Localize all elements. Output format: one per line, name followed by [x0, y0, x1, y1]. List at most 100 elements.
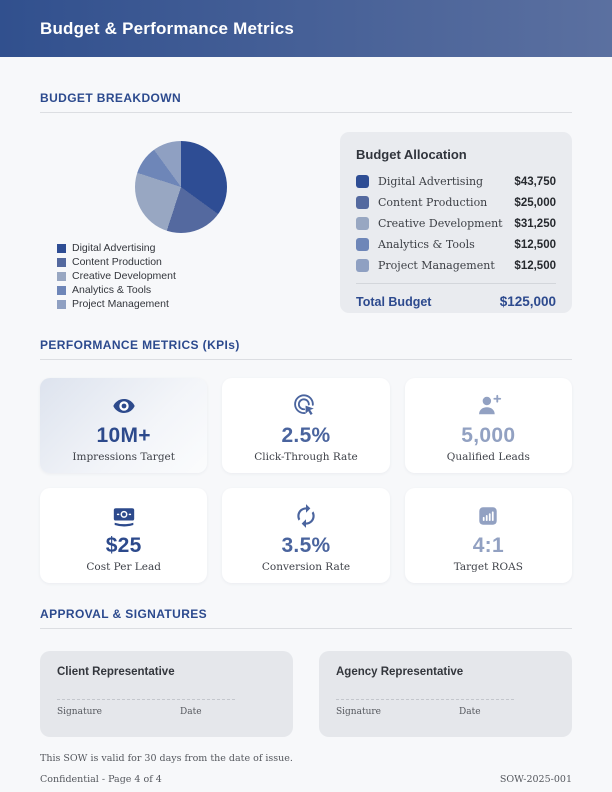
legend-label: Digital Advertising [72, 242, 156, 254]
kpi-value: 5,000 [461, 423, 516, 447]
kpi-label: Click-Through Rate [254, 450, 358, 463]
date-label: Date [459, 707, 481, 717]
approval-section-title: APPROVAL & SIGNATURES [40, 607, 208, 621]
kpi-label: Impressions Target [72, 450, 175, 463]
legend-label: Creative Development [72, 270, 176, 282]
budget-grid: Digital Advertising Content Production C… [40, 132, 572, 313]
allocation-total-row: Total Budget $125,000 [356, 294, 556, 309]
allocation-row: Creative Development $31,250 [356, 217, 556, 230]
pie-legend: Digital Advertising Content Production C… [40, 241, 340, 311]
legend-item: Digital Advertising [57, 241, 340, 255]
kpi-card: 3.5% Conversion Rate [222, 488, 390, 583]
legend-label: Analytics & Tools [72, 284, 152, 296]
bar-chart-icon [477, 503, 499, 530]
kpi-label: Conversion Rate [261, 560, 351, 573]
kpi-card: 2.5% Click-Through Rate [222, 378, 390, 473]
allocation-item-label: Digital Advertising [378, 175, 484, 188]
validity-note: This SOW is valid for 30 days from the d… [40, 753, 293, 764]
legend-item: Project Management [57, 297, 340, 311]
legend-item: Content Production [57, 255, 340, 269]
allocation-swatch [356, 175, 369, 188]
signature-label: Signature [57, 707, 103, 717]
budget-section-title: BUDGET BREAKDOWN [40, 91, 182, 105]
budget-pie-chart [135, 141, 227, 233]
legend-swatch [57, 243, 66, 253]
signature-card: Agency Representative Signature Date [319, 651, 572, 737]
total-budget-label: Total Budget [356, 294, 432, 309]
page-content: BUDGET BREAKDOWN Digital Advertising Con… [0, 91, 612, 737]
allocation-row: Analytics & Tools $12,500 [356, 238, 556, 251]
allocation-item-label: Content Production [378, 196, 488, 209]
budget-allocation-panel: Budget Allocation Digital Advertising $4… [340, 132, 572, 313]
legend-label: Project Management [72, 298, 169, 310]
legend-swatch [57, 299, 66, 309]
kpi-card: 4:1 Target ROAS [404, 488, 572, 583]
legend-swatch [57, 257, 66, 267]
signature-line [336, 699, 514, 700]
confidential-page-label: Confidential - Page 4 of 4 [40, 774, 162, 785]
kpi-label: Cost Per Lead [86, 560, 161, 573]
allocation-swatch [356, 196, 369, 209]
kpi-value: 10M+ [96, 423, 151, 447]
footer-row: Confidential - Page 4 of 4 SOW-2025-001 [40, 774, 572, 785]
allocation-swatch [356, 238, 369, 251]
allocation-item-label: Creative Development [378, 217, 503, 230]
allocation-item-label: Analytics & Tools [378, 238, 475, 251]
allocation-swatch [356, 217, 369, 230]
signature-labels: Signature Date [336, 707, 555, 717]
signature-card-title: Agency Representative [336, 666, 464, 678]
allocation-item-amount: $12,500 [514, 238, 556, 251]
signature-label: Signature [336, 707, 382, 717]
allocation-item-label: Project Management [378, 259, 495, 272]
kpi-label: Target ROAS [453, 560, 523, 573]
legend-swatch [57, 271, 66, 281]
legend-label: Content Production [72, 256, 162, 268]
allocation-item-amount: $25,000 [514, 196, 556, 209]
kpi-card: 5,000 Qualified Leads [404, 378, 572, 473]
allocation-swatch [356, 259, 369, 272]
metrics-section-title: PERFORMANCE METRICS (KPIs) [40, 338, 240, 352]
signature-line [57, 699, 235, 700]
kpi-value: $25 [105, 533, 142, 557]
signature-card: Client Representative Signature Date [40, 651, 293, 737]
allocation-item-amount: $31,250 [514, 217, 556, 230]
allocation-item-amount: $12,500 [514, 259, 556, 272]
kpi-value: 3.5% [281, 533, 331, 557]
pie-column: Digital Advertising Content Production C… [40, 132, 340, 313]
legend-item: Analytics & Tools [57, 283, 340, 297]
performance-metrics-section: PERFORMANCE METRICS (KPIs) 10M+ Impressi… [40, 338, 572, 583]
document-id: SOW-2025-001 [499, 774, 572, 785]
sync-icon [293, 503, 319, 530]
click-icon [293, 393, 319, 420]
allocation-panel-title: Budget Allocation [356, 147, 467, 162]
total-budget-amount: $125,000 [499, 294, 556, 309]
kpi-card: 10M+ Impressions Target [40, 378, 208, 473]
section-divider [40, 359, 572, 360]
allocation-row: Digital Advertising $43,750 [356, 175, 556, 188]
eye-icon [109, 393, 139, 420]
kpi-value: 4:1 [472, 533, 504, 557]
person-add-icon [475, 393, 502, 420]
page-header: Budget & Performance Metrics [0, 0, 612, 57]
signature-card-title: Client Representative [57, 666, 175, 678]
legend-item: Creative Development [57, 269, 340, 283]
approval-signatures-section: APPROVAL & SIGNATURES Client Representat… [40, 607, 572, 737]
legend-swatch [57, 285, 66, 295]
page-footer: This SOW is valid for 30 days from the d… [0, 737, 612, 785]
kpi-grid: 10M+ Impressions Target 2.5% Click-Throu… [40, 378, 572, 583]
kpi-value: 2.5% [281, 423, 331, 447]
signature-grid: Client Representative Signature Date Age… [40, 651, 572, 737]
signature-labels: Signature Date [57, 707, 276, 717]
date-label: Date [180, 707, 202, 717]
allocation-divider [356, 283, 556, 284]
section-divider [40, 628, 572, 629]
allocation-item-amount: $43,750 [514, 175, 556, 188]
kpi-card: $25 Cost Per Lead [40, 488, 208, 583]
budget-breakdown-section: BUDGET BREAKDOWN Digital Advertising Con… [40, 91, 572, 313]
allocation-rows: Digital Advertising $43,750 Content Prod… [356, 175, 556, 272]
allocation-row: Content Production $25,000 [356, 196, 556, 209]
money-icon [110, 503, 138, 530]
page-title: Budget & Performance Metrics [40, 18, 295, 38]
kpi-label: Qualified Leads [446, 450, 530, 463]
